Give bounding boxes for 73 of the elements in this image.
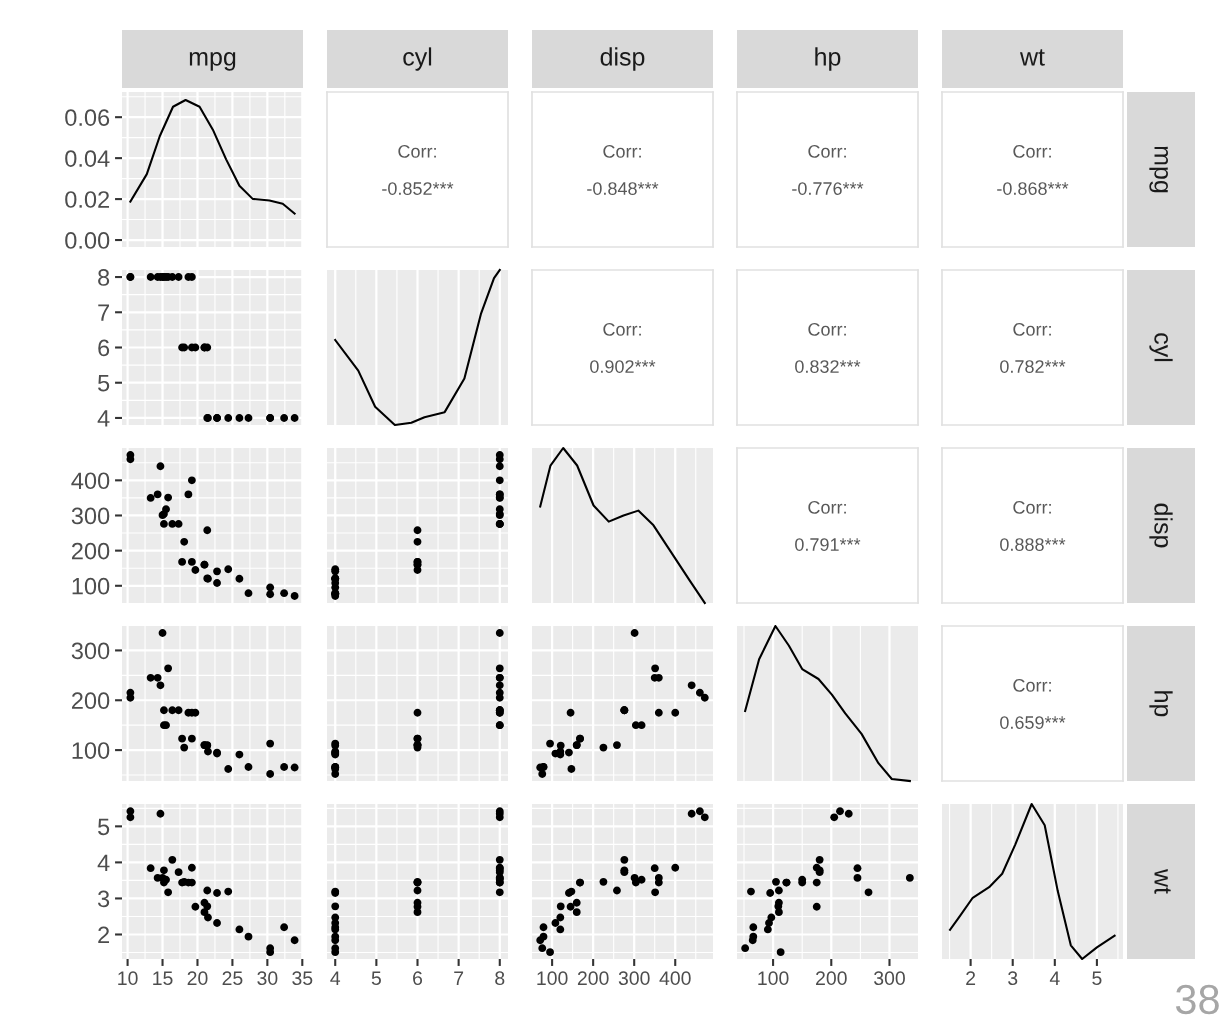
text: -0.848*** (587, 182, 659, 195)
x-tick-label: 5 (371, 971, 381, 986)
x-tick-label: 5 (1092, 971, 1102, 986)
y-tick-label: 6 (98, 339, 110, 357)
x-tick-label: 200 (816, 971, 847, 986)
chart-title: mpg (189, 52, 236, 71)
text: -0.852*** (382, 182, 454, 195)
y-tick-label: 0.00 (65, 232, 110, 249)
text: Corr: (808, 144, 846, 158)
text: 0.902*** (590, 360, 656, 373)
y-tick-label: 3 (97, 890, 110, 908)
x-tick-label: 7 (454, 971, 464, 985)
text: 38 (1175, 984, 1219, 1015)
y-tick-label: 0.02 (65, 191, 110, 208)
x-tick-label: 35 (292, 971, 313, 986)
x-tick-label: 4 (330, 971, 341, 985)
text: hp (1149, 691, 1173, 717)
x-tick-label: 20 (187, 971, 208, 986)
y-tick-label: 300 (71, 642, 110, 660)
text: 0.888*** (1000, 538, 1066, 551)
text: 0.832*** (795, 360, 861, 373)
text: Corr: (1013, 500, 1051, 514)
text: disp (1149, 503, 1173, 548)
text: disp (600, 47, 645, 71)
y-tick-label: 4 (97, 410, 110, 427)
x-tick-label: 300 (618, 971, 650, 986)
x-tick-label: 10 (118, 971, 138, 986)
y-tick-label: 0.04 (65, 150, 110, 167)
text: -0.776*** (792, 182, 864, 195)
x-tick-label: 2 (966, 971, 976, 985)
text: 0.782*** (1000, 360, 1066, 373)
y-tick-label: 100 (72, 742, 110, 759)
text: cyl (403, 47, 432, 71)
x-tick-label: 30 (257, 971, 278, 986)
y-tick-label: 8 (98, 269, 110, 286)
x-tick-label: 300 (874, 971, 905, 986)
x-tick-label: 15 (153, 971, 173, 986)
x-tick-label: 4 (1049, 971, 1060, 985)
x-tick-label: 8 (495, 971, 505, 986)
y-tick-label: 200 (71, 542, 110, 560)
x-tick-label: 6 (413, 971, 423, 986)
text: Corr: (1013, 144, 1051, 158)
text: Corr: (603, 144, 641, 158)
x-tick-label: 100 (537, 971, 568, 986)
text: 0.659*** (1000, 716, 1066, 729)
text: wt (1019, 49, 1045, 66)
text: Corr: (603, 322, 641, 336)
x-tick-label: 25 (222, 971, 243, 986)
y-tick-label: 2 (98, 926, 110, 944)
text: cyl (1149, 333, 1173, 362)
text: 0.791*** (795, 538, 861, 551)
text: Corr: (808, 500, 846, 514)
x-tick-label: 200 (577, 971, 609, 986)
y-tick-label: 300 (71, 507, 110, 525)
y-tick-label: 100 (72, 577, 110, 595)
y-tick-label: 4 (97, 854, 110, 871)
x-tick-label: 400 (659, 971, 691, 986)
y-axis-title: wt (1154, 868, 1171, 894)
y-tick-label: 200 (71, 692, 110, 710)
text: Corr: (1013, 678, 1051, 692)
text: mpg (1149, 146, 1168, 193)
y-tick-label: 400 (71, 472, 110, 490)
text: Corr: (808, 322, 846, 336)
text: Corr: (1013, 322, 1051, 336)
y-tick-label: 7 (98, 304, 110, 321)
text: -0.868*** (997, 182, 1069, 195)
x-tick-label: 3 (1008, 971, 1018, 986)
y-tick-label: 5 (98, 375, 110, 392)
text: Corr: (398, 144, 436, 158)
text: hp (815, 47, 841, 71)
y-tick-label: 0.06 (65, 109, 110, 126)
x-tick-label: 100 (758, 971, 789, 986)
y-tick-label: 5 (98, 818, 110, 836)
